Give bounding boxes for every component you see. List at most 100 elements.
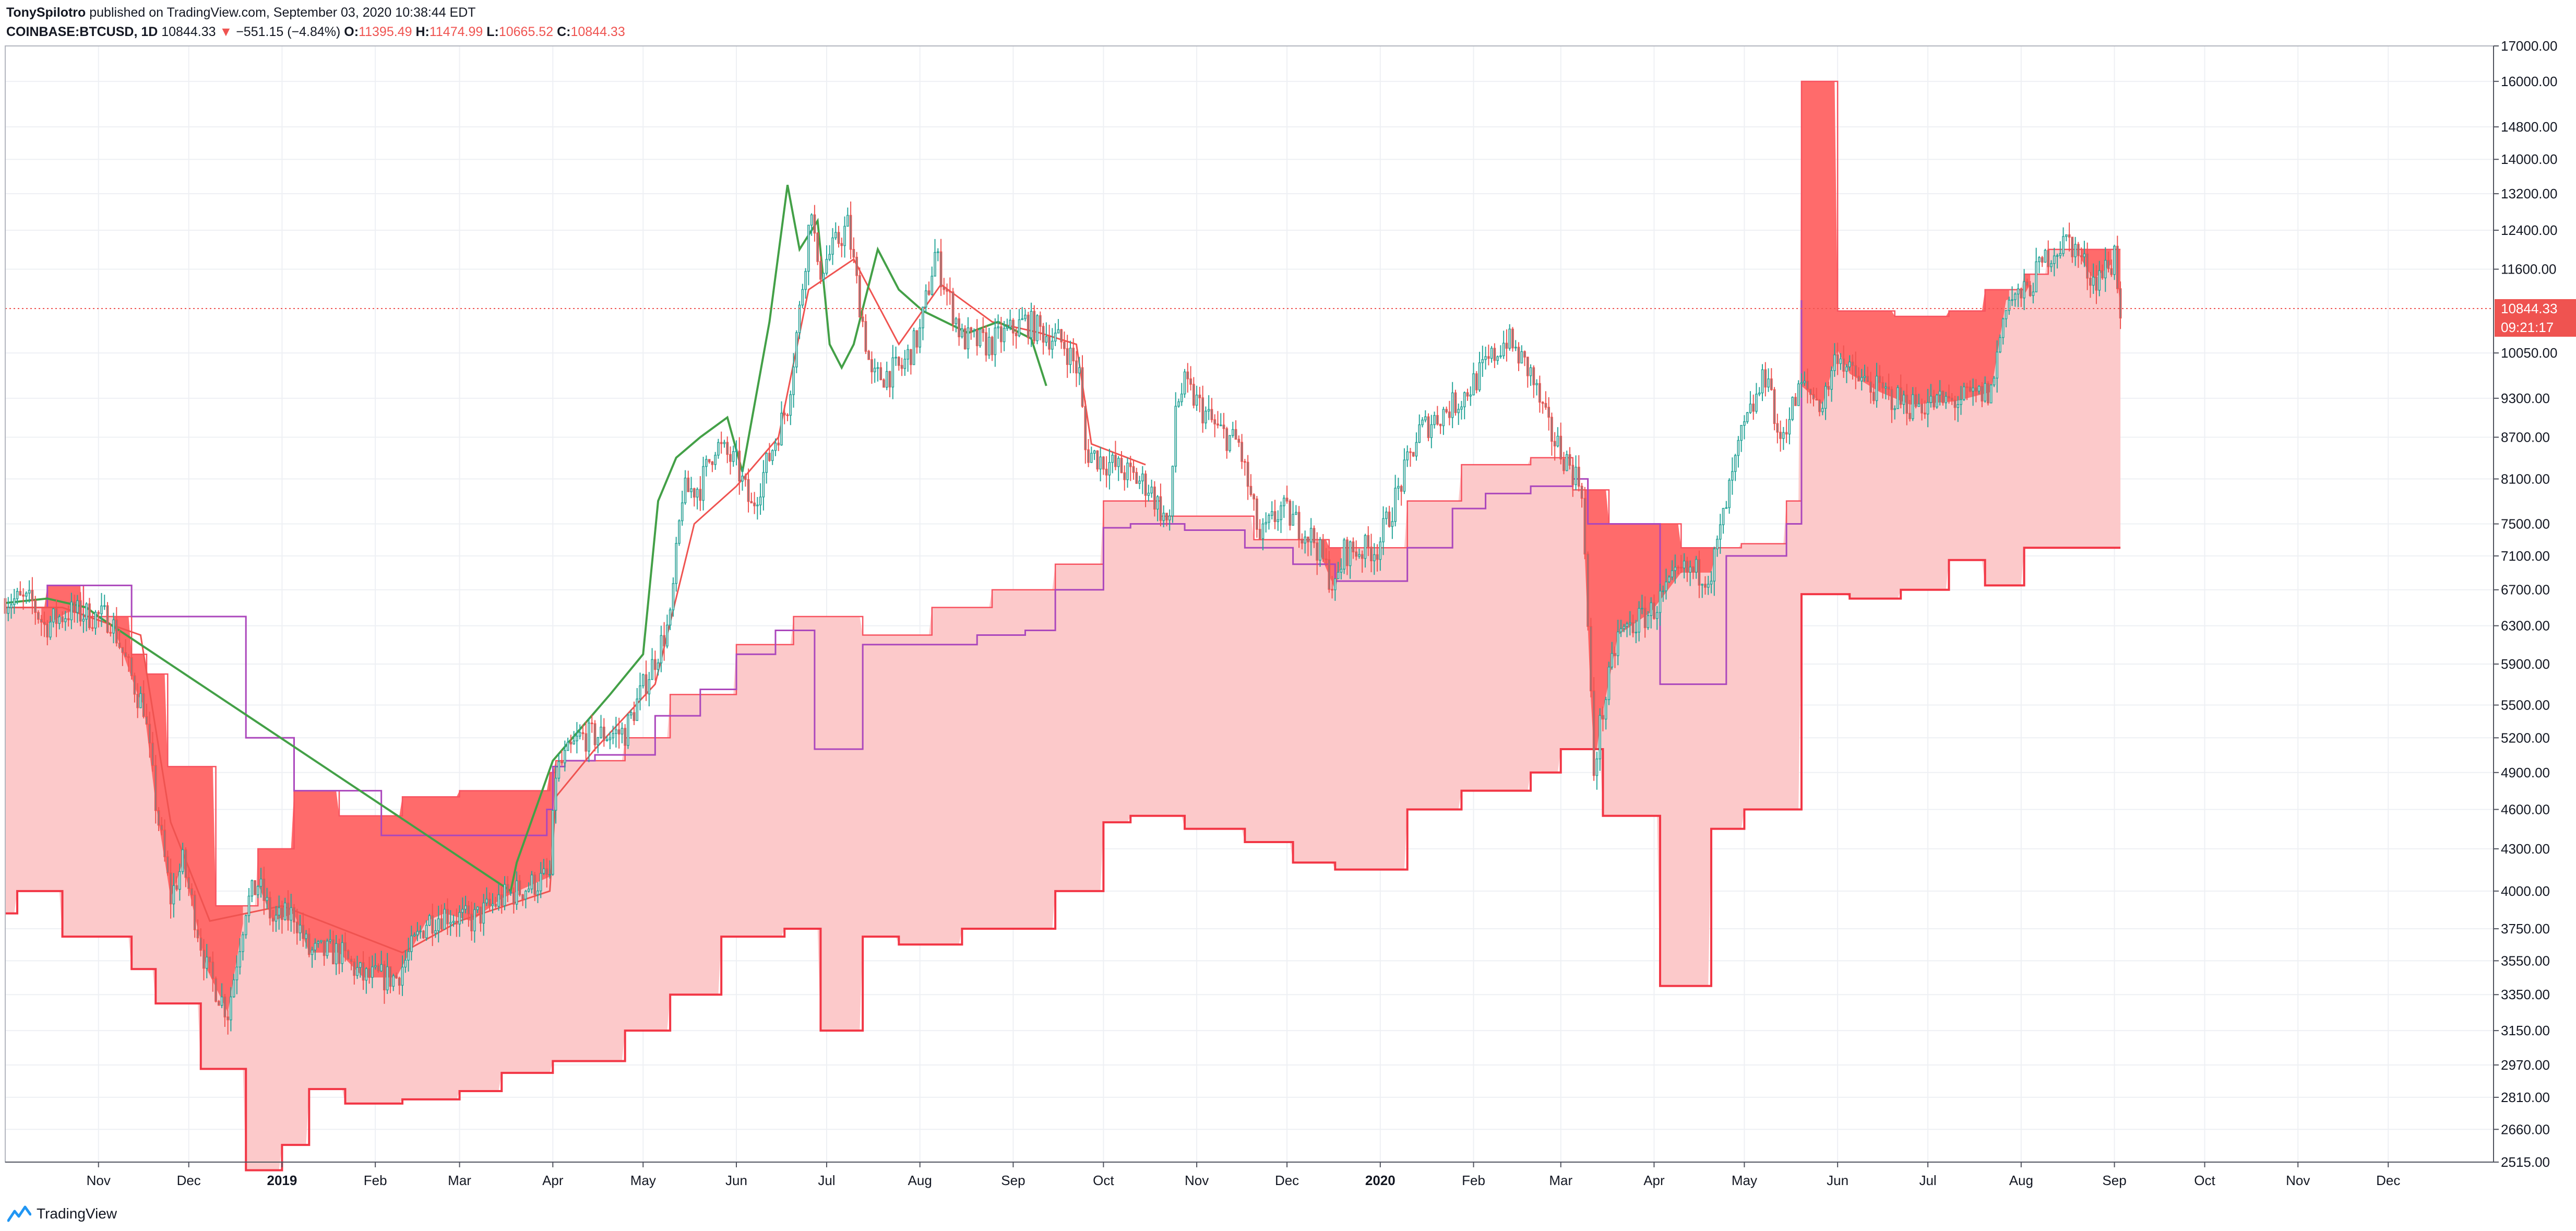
candle-body <box>79 600 82 622</box>
candle-body <box>2089 278 2092 286</box>
candle-body <box>566 741 569 751</box>
candle-body <box>419 930 422 932</box>
author-name[interactable]: TonySpilotro <box>6 5 86 20</box>
high-value: 11474.99 <box>429 25 483 39</box>
price-tick-label: 2660.00 <box>2501 1121 2550 1137</box>
candle-body <box>455 920 458 925</box>
time-tick-label: Feb <box>1462 1173 1485 1188</box>
candle-body <box>1969 386 1972 392</box>
candle-body <box>1665 581 1667 591</box>
candle-body <box>1268 515 1270 523</box>
footer-brand[interactable]: TradingView <box>37 1205 117 1222</box>
candle-body <box>1502 342 1505 357</box>
candle-body <box>1551 417 1553 442</box>
candle-body <box>2059 253 2062 256</box>
candle-body <box>816 232 819 262</box>
candle-body <box>22 594 25 597</box>
candle-body <box>539 873 542 892</box>
candle-body <box>1541 401 1544 404</box>
candle-body <box>615 729 617 734</box>
candle-body <box>1948 396 1950 399</box>
time-axis[interactable]: Nov Dec 2019 Feb Mar Apr May Jun Jul Aug Sep Oct Nov… <box>87 1162 2401 1188</box>
time-tick-label: Apr <box>542 1173 564 1188</box>
candle-body <box>1358 554 1361 557</box>
candle-body <box>994 327 997 356</box>
candle-body <box>1863 375 1866 378</box>
candle-body <box>1316 542 1319 561</box>
candle-body <box>1397 486 1400 489</box>
candle-body <box>25 593 28 597</box>
candle-body <box>663 635 665 647</box>
candle-body <box>470 914 473 931</box>
candle-body <box>1433 415 1436 425</box>
candle-body <box>2080 255 2083 257</box>
candle-body <box>374 965 377 967</box>
candle-body <box>840 243 843 246</box>
price-tick-label: 17000.00 <box>2501 38 2557 54</box>
price-axis[interactable]: 17000.00 16000.00 14800.00 14000.00 13200.00… <box>2494 38 2557 1170</box>
indicator-lines <box>5 80 2121 1171</box>
candle-body <box>34 600 37 613</box>
candle-body <box>1237 439 1241 443</box>
candle-body <box>807 224 810 272</box>
candle-body <box>293 907 295 922</box>
time-tick-label: Jul <box>1919 1173 1936 1188</box>
candle-body <box>1872 392 1875 401</box>
candle-body <box>1213 419 1217 424</box>
candle-body <box>2098 270 2101 291</box>
candle-body <box>717 442 720 456</box>
candle-body <box>1740 424 1743 441</box>
candle-body <box>819 261 822 280</box>
price-tick-label: 14800.00 <box>2501 119 2557 135</box>
candle-body <box>967 327 970 350</box>
price-tick-label: 4600.00 <box>2501 801 2550 817</box>
candle-body <box>605 739 609 741</box>
candle-body <box>1280 505 1282 520</box>
candle-body <box>1153 487 1156 510</box>
candle-body <box>1168 515 1171 520</box>
candle-body <box>1012 319 1015 334</box>
candle-body <box>600 726 602 738</box>
candle-body <box>109 632 112 634</box>
candle-body <box>1478 362 1481 390</box>
candle-body <box>1030 311 1033 338</box>
candle-body <box>1878 375 1881 383</box>
candle-body <box>639 685 641 700</box>
candle-body <box>1451 392 1454 418</box>
candle-body <box>1999 337 2001 353</box>
candle-body <box>407 951 410 961</box>
candle-body <box>1559 435 1563 460</box>
candle-body <box>13 598 16 605</box>
candle-body <box>1719 524 1722 540</box>
candle-body <box>1246 461 1249 487</box>
candle-body <box>939 251 943 288</box>
candle-body <box>226 1016 229 1021</box>
candle-body <box>2056 255 2059 257</box>
candle-body <box>314 943 317 951</box>
candle-body <box>955 318 958 324</box>
candle-body <box>870 359 873 373</box>
candle-body <box>1331 589 1333 591</box>
candle-body <box>1430 424 1433 438</box>
candle-body <box>1818 399 1821 412</box>
candle-body <box>2116 245 2119 289</box>
candle-body <box>1716 539 1719 550</box>
candle-body <box>943 286 946 290</box>
candle-body <box>151 742 154 766</box>
candle-body <box>437 918 440 931</box>
candle-body <box>1309 528 1313 542</box>
price-tick-label: 4000.00 <box>2501 883 2550 899</box>
candle-body <box>1261 523 1265 539</box>
candle-body <box>398 977 401 986</box>
candle-body <box>1710 581 1713 585</box>
tradingview-logo-icon[interactable] <box>7 1205 31 1223</box>
symbol-label[interactable]: COINBASE:BTCUSD, 1D <box>6 25 158 39</box>
candle-body <box>961 328 963 337</box>
candle-body <box>657 662 660 670</box>
candle-body <box>1827 386 1830 390</box>
candle-body <box>512 892 515 905</box>
time-tick-label: Oct <box>2194 1173 2215 1188</box>
candle-body <box>214 978 217 1002</box>
candle-body <box>1241 442 1243 462</box>
